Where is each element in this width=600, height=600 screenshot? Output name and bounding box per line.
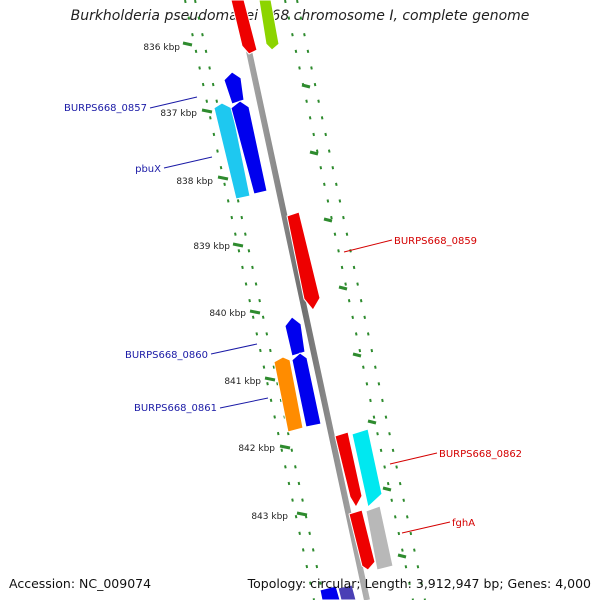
gene-feature-burps668-0859[interactable] [286,211,321,311]
gene-label-burps668-0862[interactable]: BURPS668_0862 [439,449,522,460]
gene-label-burps668-0859[interactable]: BURPS668_0859 [394,236,477,247]
gene-label-burps668-0861[interactable]: BURPS668_0861 [134,403,217,414]
tick-840 [249,309,261,315]
gene-feature-top-red[interactable] [230,0,258,55]
gene-label-pbux[interactable]: pbuX [135,164,161,175]
gene-feature-burps668-0857[interactable] [223,71,245,105]
gene-feature-pbux-cyan[interactable] [213,102,251,200]
gene-labels: BURPS668_0857 pbuX BURPS668_0859 BURPS66… [64,103,522,529]
forward-track-dotted-inner [284,0,414,600]
gene-features [213,0,394,600]
gene-feature-bottom-dark[interactable] [337,584,357,600]
tick-839 [232,242,244,248]
scale-label-842: 842 kbp [238,444,275,454]
gene-feature-burps668-0862-cyan[interactable] [351,428,383,508]
reverse-track-dotted-outer [194,0,325,600]
gene-feature-fgha-red[interactable] [348,509,376,571]
scale-label-840: 840 kbp [209,309,246,319]
gene-feature-bottom-blue[interactable] [319,585,341,600]
scale-label-837: 837 kbp [160,109,197,119]
accession-label: Accession: NC_009074 [9,576,152,591]
scale-ticks [182,41,308,517]
forward-track-dotted-outer [296,0,426,600]
tick-837 [201,108,213,114]
gene-feature-fgha-grey[interactable] [365,505,394,571]
scale-label-843: 843 kbp [251,512,288,522]
scale-labels: 836 kbp 837 kbp 838 kbp 839 kbp 840 kbp … [143,43,288,522]
scale-label-838: 838 kbp [176,177,213,187]
tick-841 [264,376,276,382]
tick-838 [217,175,229,181]
gene-feature-top-lime[interactable] [258,0,280,51]
scale-label-841: 841 kbp [224,377,261,387]
gene-feature-pbux-blue[interactable] [230,100,268,195]
gene-label-burps668-0857[interactable]: BURPS668_0857 [64,103,147,114]
tick-842 [279,444,291,450]
gene-label-burps668-0860[interactable]: BURPS668_0860 [125,350,208,361]
gene-feature-burps668-0860[interactable] [284,316,306,357]
gene-feature-burps668-0861-blue[interactable] [291,352,322,428]
tick-843 [296,511,308,517]
gene-feature-burps668-0862-red[interactable] [334,431,363,508]
chromosome-backbone [235,0,370,600]
forward-scale-ticks [301,83,407,559]
map-title: Burkholderia pseudomallei 668 chromosome… [70,8,530,24]
label-connectors [149,96,451,534]
reverse-track-dotted-inner [184,0,315,600]
gene-label-fgha[interactable]: fghA [452,518,475,529]
genome-summary: Topology: circular; Length: 3,912,947 bp… [247,576,591,591]
gene-feature-burps668-0861-orange[interactable] [273,356,304,433]
tick-836 [182,41,193,47]
scale-label-836: 836 kbp [143,43,180,53]
scale-label-839: 839 kbp [193,242,230,252]
